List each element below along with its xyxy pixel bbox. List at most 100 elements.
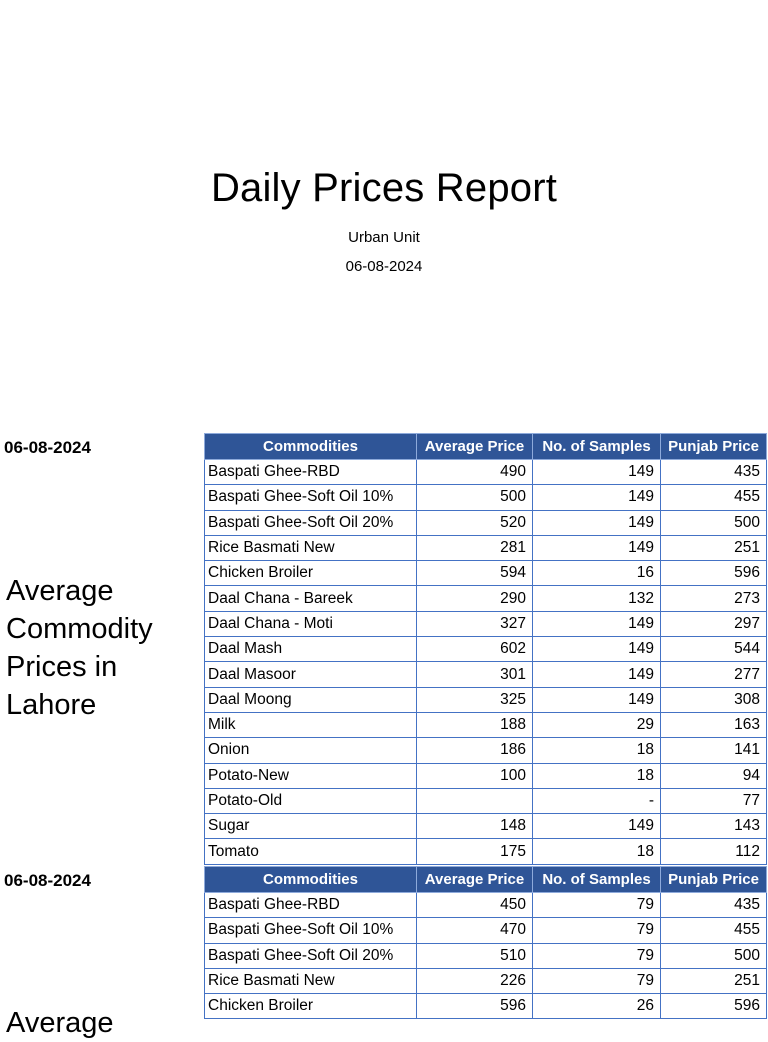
average-price-cell: 188: [416, 711, 533, 739]
samples-count-cell: 149: [532, 458, 661, 486]
table-row: Chicken Broiler 596 26 596: [204, 993, 767, 1020]
average-price-cell: 490: [416, 458, 533, 486]
table-row: Onion 186 18 141: [204, 737, 767, 764]
commodity-name-cell: Tomato: [204, 838, 417, 865]
punjab-price-cell: 163: [660, 711, 767, 739]
samples-count-cell: 149: [532, 661, 661, 688]
average-price-cell: 470: [416, 917, 533, 944]
column-header-average-price: Average Price: [416, 433, 533, 460]
samples-count-cell: -: [532, 787, 661, 815]
punjab-price-cell: 500: [660, 942, 767, 969]
samples-count-cell: 149: [532, 686, 661, 713]
table-header-row: Commodities Average Price No. of Samples…: [204, 433, 767, 460]
column-header-commodities: Commodities: [204, 433, 417, 460]
commodity-name-cell: Daal Masoor: [204, 661, 417, 688]
commodity-price-table: Commodities Average Price No. of Samples…: [204, 433, 767, 865]
table-row: Baspati Ghee-Soft Oil 20% 510 79 500: [204, 942, 767, 969]
commodity-name-cell: Baspati Ghee-Soft Oil 20%: [204, 509, 417, 536]
table-row: Daal Moong 325 149 308: [204, 686, 767, 713]
table-row: Potato-Old -77: [204, 787, 767, 815]
samples-count-cell: 79: [532, 891, 661, 919]
column-header-commodities: Commodities: [204, 866, 417, 893]
commodity-name-cell: Baspati Ghee-Soft Oil 10%: [204, 484, 417, 511]
average-price-cell: 327: [416, 610, 533, 638]
table-row: Daal Masoor 301 149 277: [204, 661, 767, 688]
average-price-cell: 100: [416, 762, 533, 789]
samples-count-cell: 149: [532, 509, 661, 536]
samples-count-cell: 149: [532, 484, 661, 511]
commodity-name-cell: Baspati Ghee-Soft Oil 20%: [204, 942, 417, 969]
commodity-name-cell: Daal Moong: [204, 686, 417, 713]
average-price-cell: 186: [416, 737, 533, 764]
commodity-name-cell: Milk: [204, 711, 417, 739]
punjab-price-cell: 141: [660, 737, 767, 764]
table-row: Baspati Ghee-RBD 450 79 435: [204, 891, 767, 919]
punjab-price-cell: 251: [660, 534, 767, 562]
average-price-cell: 301: [416, 661, 533, 688]
punjab-price-cell: 455: [660, 484, 767, 511]
average-price-cell: 226: [416, 967, 533, 995]
average-price-cell: 596: [416, 993, 533, 1020]
average-price-cell: 325: [416, 686, 533, 713]
column-header-samples: No. of Samples: [532, 866, 661, 893]
table-row: Sugar 148 149 143: [204, 813, 767, 840]
report-date: 06-08-2024: [345, 258, 423, 275]
samples-count-cell: 79: [532, 942, 661, 969]
section-heading: Average: [6, 1007, 114, 1039]
punjab-price-cell: 112: [660, 838, 767, 865]
samples-count-cell: 16: [532, 560, 661, 587]
commodity-name-cell: Chicken Broiler: [204, 993, 417, 1020]
table-row: Rice Basmati New 281 149 251: [204, 534, 767, 562]
punjab-price-cell: 435: [660, 458, 767, 486]
average-price-cell: 290: [416, 585, 533, 612]
table-row: Tomato 175 18 112: [204, 838, 767, 865]
commodity-name-cell: Onion: [204, 737, 417, 764]
average-price-cell: 520: [416, 509, 533, 536]
punjab-price-cell: 273: [660, 585, 767, 612]
punjab-price-cell: 297: [660, 610, 767, 638]
table-row: Baspati Ghee-Soft Oil 10% 470 79 455: [204, 917, 767, 944]
average-price-cell: 281: [416, 534, 533, 562]
commodity-name-cell: Rice Basmati New: [204, 534, 417, 562]
column-header-average-price: Average Price: [416, 866, 533, 893]
commodity-name-cell: Baspati Ghee-Soft Oil 10%: [204, 917, 417, 944]
commodity-name-cell: Potato-Old: [204, 787, 417, 815]
punjab-price-cell: 435: [660, 891, 767, 919]
punjab-price-cell: 596: [660, 560, 767, 587]
punjab-price-cell: 544: [660, 636, 767, 663]
samples-count-cell: 29: [532, 711, 661, 739]
report-organization: Urban Unit: [348, 229, 420, 246]
commodity-name-cell: Sugar: [204, 813, 417, 840]
commodity-name-cell: Daal Mash: [204, 636, 417, 663]
samples-count-cell: 149: [532, 636, 661, 663]
commodity-name-cell: Daal Chana - Moti: [204, 610, 417, 638]
commodity-name-cell: Daal Chana - Bareek: [204, 585, 417, 612]
table-row: Baspati Ghee-Soft Oil 20% 520 149 500: [204, 509, 767, 536]
samples-count-cell: 149: [532, 534, 661, 562]
samples-count-cell: 79: [532, 917, 661, 944]
commodity-name-cell: Baspati Ghee-RBD: [204, 458, 417, 486]
punjab-price-cell: 251: [660, 967, 767, 995]
table-row: Rice Basmati New 226 79 251: [204, 967, 767, 995]
average-price-cell: 148: [416, 813, 533, 840]
punjab-price-cell: 77: [660, 787, 767, 815]
samples-count-cell: 149: [532, 610, 661, 638]
average-price-cell: 594: [416, 560, 533, 587]
column-header-punjab-price: Punjab Price: [660, 433, 767, 460]
samples-count-cell: 18: [532, 762, 661, 789]
report-title: Daily Prices Report: [210, 166, 558, 210]
column-header-samples: No. of Samples: [532, 433, 661, 460]
table-row: Baspati Ghee-Soft Oil 10% 500 149 455: [204, 484, 767, 511]
average-price-cell: 510: [416, 942, 533, 969]
punjab-price-cell: 143: [660, 813, 767, 840]
commodity-price-table: Commodities Average Price No. of Samples…: [204, 866, 767, 1020]
punjab-price-cell: 94: [660, 762, 767, 789]
table-row: Chicken Broiler 594 16 596: [204, 560, 767, 587]
average-price-cell: 450: [416, 891, 533, 919]
table-row: Daal Mash 602 149 544: [204, 636, 767, 663]
table-header-row: Commodities Average Price No. of Samples…: [204, 866, 767, 893]
samples-count-cell: 79: [532, 967, 661, 995]
table-row: Milk 188 29 163: [204, 711, 767, 739]
punjab-price-cell: 308: [660, 686, 767, 713]
punjab-price-cell: 277: [660, 661, 767, 688]
